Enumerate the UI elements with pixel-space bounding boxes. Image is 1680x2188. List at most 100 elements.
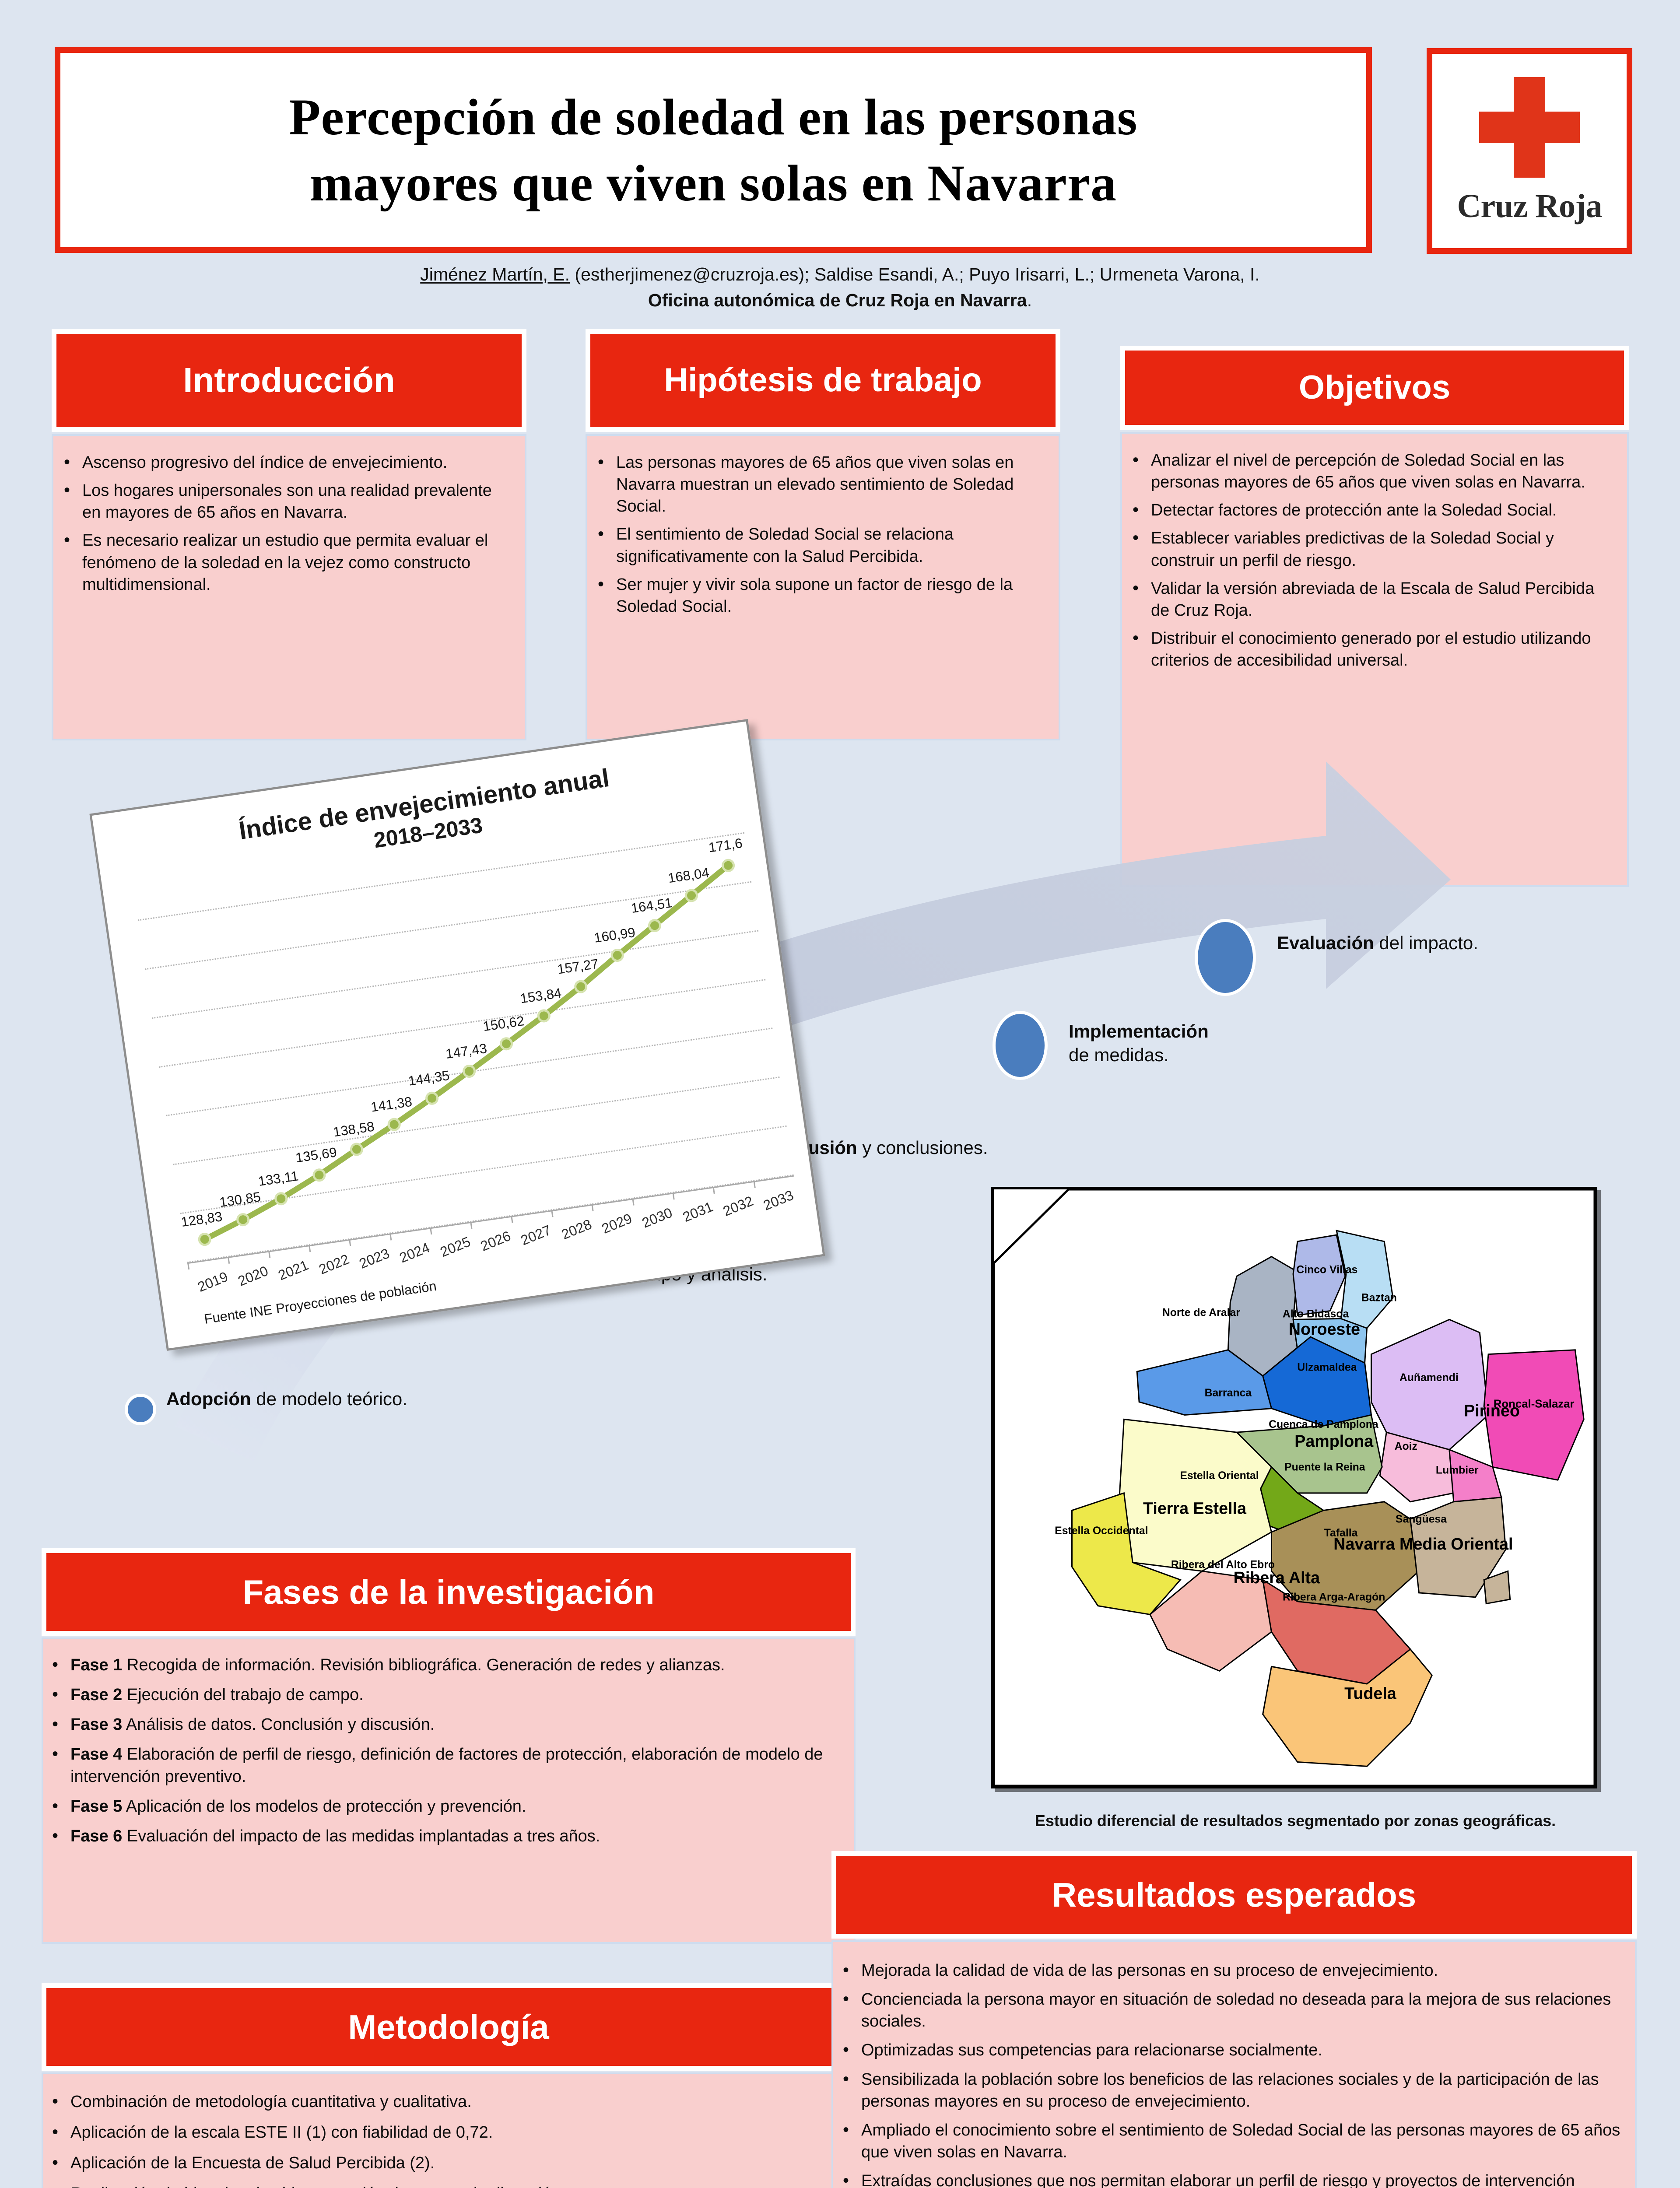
section-body-fases: Fase 1 Recogida de información. Revisión… [42,1637,856,1944]
list-item: Los hogares unipersonales son una realid… [58,479,513,523]
map-label-sanguesa: Sangüesa [1396,1513,1447,1525]
title-line-2: mayores que viven solas en Navarra [309,154,1117,212]
map-label-noroeste: Noroeste [1289,1320,1360,1338]
process-label-5-rest: del impacto. [1374,933,1478,953]
map-label-barranca: Barranca [1205,1387,1252,1399]
aging-index-chart: Índice de envejecimiento anual 2018–2033… [89,719,825,1351]
map-caption: Estudio diferencial de resultados segmen… [1035,1812,1556,1830]
chart-series-line: 128,83 130,85 133,11 135,69 138,58 141,38 144,… [138,832,793,1262]
map-label-cuenca-de-pamplona: Cuenca de Pamplona [1269,1419,1378,1431]
process-label-4: Implementación de medidas. [1069,1020,1314,1067]
fases-bullet-list: Fase 1 Recogida de información. Revisión… [46,1653,841,1848]
authors-line: Jiménez Martín, E. (estherjimenez@cruzro… [0,262,1680,314]
list-item: Ser mujer y vivir sola supone un factor … [592,573,1047,617]
list-item: Aplicación de la Encuesta de Salud Perci… [46,2151,841,2174]
list-item: Analizar el nivel de percepción de Soled… [1126,449,1616,493]
x-tick-label: 2030 [640,1204,675,1231]
section-body-resultados: Mejorada la calidad de vida de las perso… [831,1940,1637,2188]
list-item: Fase 1 Recogida de información. Revisión… [46,1653,841,1676]
list-item: Las personas mayores de 65 años que vive… [592,451,1047,517]
x-tick-label: 2029 [599,1210,635,1237]
section-header-introduccion: Introducción [52,329,526,432]
x-tick-label: 2021 [276,1257,311,1283]
map-svg: Norte de Aralar Cinco Villas Baztan Alto… [994,1189,1595,1786]
x-tick-label: 2023 [357,1245,392,1272]
list-item: Concienciada la persona mayor en situaci… [837,1988,1621,2032]
section-body-objetivos: Analizar el nivel de percepción de Soled… [1120,432,1629,887]
objetivos-bullet-list: Analizar el nivel de percepción de Soled… [1126,449,1616,671]
title-line-1: Percepción de soledad en las personas [289,88,1138,146]
section-title: Resultados esperados [1052,1875,1417,1914]
process-label-1-rest: de modelo teórico. [251,1389,407,1409]
section-header-fases: Fases de la investigación [42,1548,856,1636]
process-label-3-rest: y conclusiones. [857,1137,988,1158]
list-item: Validar la versión abreviada de la Escal… [1126,577,1616,621]
map-label-ulzamaldea: Ulzamaldea [1297,1361,1357,1373]
poster-header: Percepción de soledad en las personas ma… [0,0,1680,271]
map-label-cinco-villas: Cinco Villas [1296,1264,1357,1276]
authors-row-2: Oficina autonómica de Cruz Roja en Navar… [648,290,1032,311]
list-item: Sensibilizada la población sobre los ben… [837,2068,1621,2112]
first-author: Jiménez Martín, E. [420,264,570,284]
map-label-roncal-salazar: Roncal-Salazar [1494,1398,1575,1410]
map-label-ribera-arga-aragon: Ribera Arga-Aragón [1283,1592,1385,1603]
list-item: Fase 3 Análisis de datos. Conclusión y d… [46,1713,841,1736]
resultados-bullet-list: Mejorada la calidad de vida de las perso… [837,1959,1621,2188]
list-item: Distribuir el conocimiento generado por … [1126,627,1616,671]
other-authors: (estherjimenez@cruzroja.es); Saldise Esa… [570,264,1260,284]
list-item: Fase 4 Elaboración de perfil de riesgo, … [46,1743,841,1787]
section-title: Hipótesis de trabajo [664,361,982,399]
map-label-estella-oriental: Estella Oriental [1180,1470,1259,1482]
x-tick-label: 2031 [680,1199,715,1225]
map-label-aunamendi: Auñamendi [1399,1372,1459,1384]
authors-row-1: Jiménez Martín, E. (estherjimenez@cruzro… [0,262,1680,288]
section-title: Introducción [183,361,395,400]
curved-arrow-shape [175,761,1451,1462]
list-item: Realización de historias de vida y creac… [46,2182,841,2188]
map-label-tierra-estella: Tierra Estella [1143,1499,1247,1517]
list-item: Aplicación de la escala ESTE II (1) con … [46,2121,841,2144]
hipotesis-bullet-list: Las personas mayores de 65 años que vive… [592,451,1047,617]
affiliation: Oficina autonómica de Cruz Roja en Navar… [648,290,1027,311]
map-label-pirineo: Pirineo [1464,1401,1520,1420]
list-item: Fase 6 Evaluación del impacto de las med… [46,1824,841,1848]
list-item: Establecer variables predictivas de la S… [1126,526,1616,571]
list-item: El sentimiento de Soledad Social se rela… [592,522,1047,567]
intro-bullet-list: Ascenso progresivo del índice de envejec… [58,451,513,596]
x-tick-label: 2022 [316,1251,351,1278]
map-label-baztan: Baztan [1361,1292,1397,1304]
map-label-pamplona: Pamplona [1294,1432,1374,1450]
process-label-5-bold: Evaluación [1277,933,1374,953]
x-tick-label: 2020 [235,1262,270,1289]
map-label-lumbier: Lumbier [1436,1464,1479,1476]
title-box: Percepción de soledad en las personas ma… [55,47,1372,253]
x-tick-label: 2027 [519,1222,554,1248]
map-label-ribera-del-alto-ebro: Ribera del Alto Ebro [1171,1559,1275,1571]
section-body-hipotesis: Las personas mayores de 65 años que vive… [586,434,1060,740]
x-tick-label: 2025 [438,1234,473,1260]
process-node-1 [125,1394,156,1425]
section-body-introduccion: Ascenso progresivo del índice de envejec… [52,434,526,740]
x-tick-label: 2028 [559,1216,594,1243]
x-tick-label: 2024 [397,1239,432,1266]
section-title: Objetivos [1298,368,1451,406]
red-cross-icon [1479,77,1580,178]
list-item: Ascenso progresivo del índice de envejec… [58,451,513,474]
page-title: Percepción de soledad en las personas ma… [289,84,1137,216]
section-header-resultados: Resultados esperados [831,1851,1637,1939]
process-node-5 [1195,919,1256,996]
section-title: Fases de la investigación [242,1572,655,1611]
list-item: Combinación de metodología cuantitativa … [46,2090,841,2113]
section-title: Metodología [348,2007,549,2046]
section-body-metodologia: Combinación de metodología cuantitativa … [42,2072,856,2188]
map-label-estella-occidental: Estella Occidental [1055,1525,1148,1537]
map-label-norte-de-aralar: Norte de Aralar [1162,1307,1240,1318]
list-item: Fase 2 Ejecución del trabajo de campo. [46,1683,841,1706]
process-label-5: Evaluación del impacto. [1277,931,1483,955]
x-tick-label: 2019 [195,1268,230,1295]
x-tick-label: 2032 [720,1192,756,1220]
cruz-roja-logo-top: Cruz Roja [1427,48,1632,254]
process-label-4-bold: Implementación [1069,1021,1209,1041]
x-tick-label: 2026 [478,1227,513,1254]
section-header-objetivos: Objetivos [1120,346,1629,430]
